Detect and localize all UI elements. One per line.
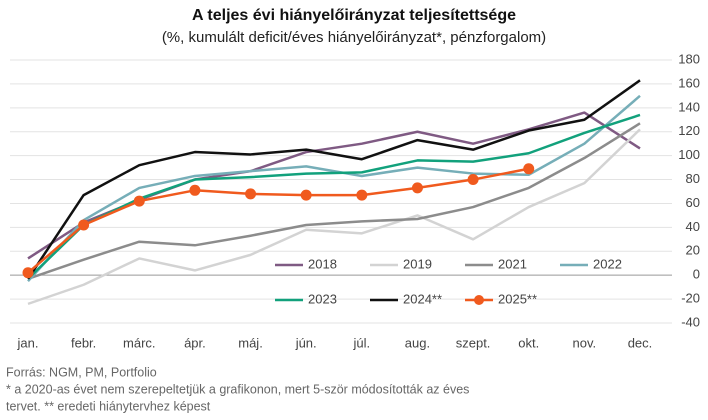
point bbox=[245, 188, 257, 200]
x-tick-label: jún. bbox=[295, 335, 317, 350]
point bbox=[411, 182, 423, 194]
y-tick-label: 0 bbox=[693, 267, 700, 282]
chart-title: A teljes évi hiányelőirányzat teljesítet… bbox=[192, 7, 516, 24]
point bbox=[523, 163, 535, 175]
series-line bbox=[27, 111, 641, 260]
series-line bbox=[27, 122, 641, 280]
series-line bbox=[27, 94, 641, 283]
y-tick-label: -20 bbox=[681, 291, 700, 306]
x-tick-label: szept. bbox=[456, 335, 491, 350]
x-tick-label: aug. bbox=[405, 335, 430, 350]
footnote: Forrás: NGM, PM, Portfolio bbox=[6, 365, 157, 379]
x-tick-label: dec. bbox=[628, 335, 653, 350]
series-line bbox=[27, 128, 641, 306]
x-tick-label: máj. bbox=[238, 335, 263, 350]
legend-marker bbox=[474, 295, 484, 305]
y-tick-label: 140 bbox=[678, 99, 700, 114]
x-tick-label: jan. bbox=[17, 335, 39, 350]
legend-label: 2023 bbox=[308, 291, 337, 306]
y-tick-label: 160 bbox=[678, 75, 700, 90]
point bbox=[78, 219, 90, 231]
x-tick-label: márc. bbox=[123, 335, 156, 350]
x-tick-label: nov. bbox=[573, 335, 597, 350]
point bbox=[356, 189, 368, 201]
x-tick-label: ápr. bbox=[184, 335, 206, 350]
legend-label: 2025** bbox=[498, 291, 537, 306]
point bbox=[467, 174, 479, 186]
y-tick-label: 120 bbox=[678, 123, 700, 138]
x-tick-label: okt. bbox=[518, 335, 539, 350]
y-tick-label: 100 bbox=[678, 147, 700, 162]
footnote: tervet. ** eredeti hiánytervhez képest bbox=[6, 399, 211, 413]
series-line bbox=[27, 113, 641, 280]
y-tick-label: 80 bbox=[686, 171, 700, 186]
y-tick-label: 180 bbox=[678, 51, 700, 66]
x-tick-label: febr. bbox=[71, 335, 96, 350]
footnote: * a 2020-as évet nem szerepeltetjük a gr… bbox=[6, 382, 469, 396]
x-tick-label: júl. bbox=[353, 335, 371, 350]
point bbox=[133, 195, 145, 207]
legend-label: 2019 bbox=[403, 256, 432, 271]
series-line bbox=[27, 167, 529, 274]
point bbox=[22, 267, 34, 279]
y-tick-label: 60 bbox=[686, 195, 700, 210]
legend-label: 2024** bbox=[403, 291, 442, 306]
y-tick-label: 40 bbox=[686, 219, 700, 234]
chart-subtitle: (%, kumulált deficit/éves hiányelőirányz… bbox=[162, 29, 546, 46]
y-tick-label: 20 bbox=[686, 243, 700, 258]
point bbox=[189, 184, 201, 196]
series-line bbox=[26, 79, 641, 280]
legend-label: 2022 bbox=[593, 256, 622, 271]
legend-label: 2018 bbox=[308, 256, 337, 271]
legend-label: 2021 bbox=[498, 256, 527, 271]
point bbox=[300, 189, 312, 201]
y-tick-label: -40 bbox=[681, 314, 700, 329]
